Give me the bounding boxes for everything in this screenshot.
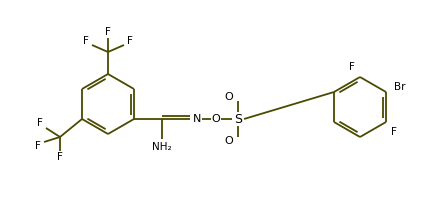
Text: O: O: [212, 114, 220, 124]
Text: N: N: [193, 114, 201, 124]
Text: F: F: [37, 118, 43, 128]
Text: F: F: [349, 62, 355, 72]
Text: F: F: [127, 36, 133, 46]
Text: O: O: [225, 92, 233, 102]
Text: F: F: [83, 36, 89, 46]
Text: F: F: [391, 127, 397, 137]
Text: Br: Br: [394, 82, 406, 92]
Text: F: F: [57, 152, 63, 162]
Text: F: F: [35, 141, 41, 151]
Text: S: S: [234, 113, 242, 125]
Text: O: O: [225, 136, 233, 146]
Text: NH₂: NH₂: [152, 142, 172, 152]
Text: F: F: [105, 27, 111, 37]
